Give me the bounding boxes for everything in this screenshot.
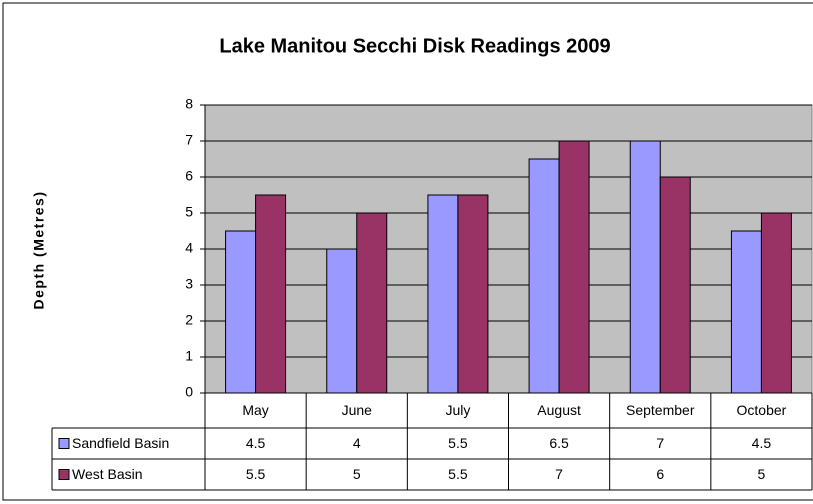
x-tick-label: May [242, 402, 268, 418]
table-value: 5 [353, 466, 361, 482]
x-tick-label: August [537, 402, 581, 418]
table-value: 7 [656, 435, 664, 451]
table-value: 4.5 [246, 435, 266, 451]
bar [528, 158, 560, 394]
y-axis-label: Depth (Metres) [31, 190, 47, 309]
bar [427, 194, 459, 394]
table-value: 7 [555, 466, 563, 482]
table-value: 5 [758, 466, 766, 482]
bar [558, 140, 590, 394]
y-tick-label: 5 [185, 204, 193, 220]
y-tick-label: 0 [185, 384, 193, 400]
x-tick-label: September [626, 402, 695, 418]
table-value: 6 [656, 466, 664, 482]
table-value: 5.5 [246, 466, 266, 482]
legend-label: Sandfield Basin [72, 435, 169, 451]
legend-key [58, 438, 70, 449]
chart-title: Lake Manitou Secchi Disk Readings 2009 [219, 35, 610, 57]
y-tick-label: 8 [185, 96, 193, 112]
bar [659, 176, 691, 394]
table-value: 6.5 [549, 435, 569, 451]
table-value: 4.5 [752, 435, 772, 451]
y-tick-label: 6 [185, 168, 193, 184]
bar [255, 194, 287, 394]
legend-key [58, 469, 70, 480]
bar [225, 230, 257, 394]
x-tick-label: June [342, 402, 373, 418]
y-tick-label: 4 [185, 240, 193, 256]
y-tick-label: 3 [185, 276, 193, 292]
bar [730, 230, 762, 394]
bar [356, 212, 388, 394]
y-tick-label: 2 [185, 312, 193, 328]
bar [326, 248, 358, 394]
y-tick-label: 7 [185, 132, 193, 148]
bar [760, 212, 792, 394]
legend-label: West Basin [72, 466, 143, 482]
table-value: 5.5 [448, 466, 468, 482]
table-value: 4 [353, 435, 361, 451]
x-tick-label: July [445, 402, 470, 418]
y-tick-label: 1 [185, 348, 193, 364]
x-tick-label: October [737, 402, 787, 418]
table-value: 5.5 [448, 435, 468, 451]
bar [629, 140, 661, 394]
bar [457, 194, 489, 394]
